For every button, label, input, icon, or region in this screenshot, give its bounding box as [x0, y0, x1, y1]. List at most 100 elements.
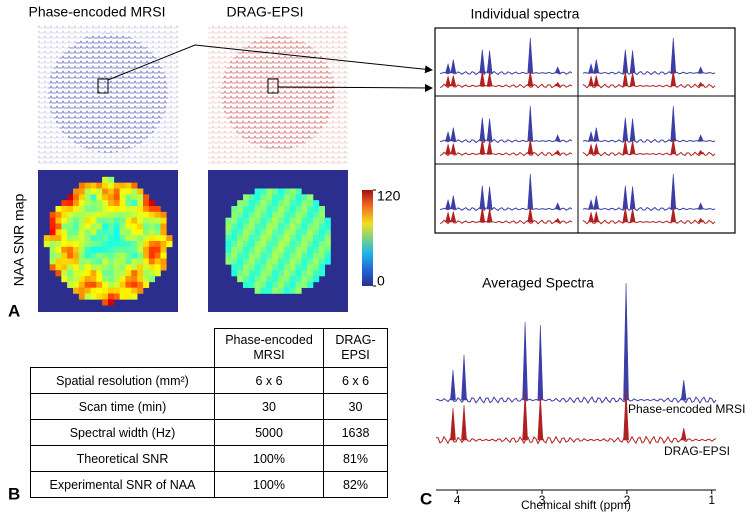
- snr-pixel: [160, 241, 167, 248]
- snr-pixel: [318, 229, 325, 236]
- snr-pixel: [313, 223, 320, 230]
- snr-pixel: [84, 235, 91, 242]
- snr-pixel: [73, 229, 80, 236]
- snr-pixel: [90, 246, 97, 253]
- snr-pixel: [131, 270, 138, 277]
- snr-pixel: [113, 270, 120, 277]
- spectrum-peak: [588, 143, 594, 155]
- panel-title: Averaged Spectra: [482, 275, 594, 291]
- snr-pixel: [283, 287, 290, 294]
- snr-pixel: [143, 194, 150, 201]
- snr-pixel: [137, 252, 144, 259]
- snr-pixel: [73, 217, 80, 224]
- snr-pixel: [102, 235, 109, 242]
- snr-pixel: [125, 252, 132, 259]
- snr-pixel: [67, 229, 74, 236]
- snr-pixel: [102, 276, 109, 283]
- snr-pixel: [324, 252, 331, 259]
- snr-pixel: [78, 258, 85, 265]
- snr-pixel: [102, 206, 109, 213]
- snr-pixel: [96, 188, 103, 195]
- snr-pixel: [131, 217, 138, 224]
- snr-pixel: [143, 241, 150, 248]
- snr-pixel: [84, 241, 91, 248]
- snr-pixel: [67, 246, 74, 253]
- snr-pixel: [248, 276, 255, 283]
- snr-pixel: [301, 206, 308, 213]
- snr-pixel: [119, 252, 126, 259]
- snr-pixel: [260, 287, 267, 294]
- snr-pixel: [295, 188, 302, 195]
- spectrum-peak: [623, 389, 629, 441]
- snr-pixel: [125, 211, 132, 218]
- snr-pixel: [278, 241, 285, 248]
- spectrum-peak: [588, 198, 594, 210]
- snr-pixel: [301, 235, 308, 242]
- snr-pixel: [266, 206, 273, 213]
- snr-pixel: [278, 200, 285, 207]
- snr-pixel: [318, 258, 325, 265]
- snr-pixel: [154, 206, 161, 213]
- snr-pixel: [102, 223, 109, 230]
- snr-pixel: [131, 188, 138, 195]
- spectrum-peak: [450, 211, 457, 223]
- snr-pixel: [278, 217, 285, 224]
- snr-pixel: [96, 264, 103, 271]
- snr-pixel: [78, 217, 85, 224]
- snr-pixel: [248, 223, 255, 230]
- column-header: DRAG-EPSI: [323, 328, 388, 368]
- snr-pixel: [143, 252, 150, 259]
- pointer-line: [107, 44, 433, 81]
- snr-pixel: [295, 281, 302, 288]
- snr-pixel: [73, 235, 80, 242]
- spectrum-peak: [588, 130, 594, 142]
- snr-pixel: [248, 258, 255, 265]
- snr-pixel: [78, 182, 85, 189]
- snr-pixel: [137, 229, 144, 236]
- snr-pixel: [324, 246, 331, 253]
- snr-pixel: [108, 299, 115, 306]
- snr-pixel: [137, 211, 144, 218]
- snr-pixel: [313, 270, 320, 277]
- snr-pixel: [272, 194, 279, 201]
- snr-pixel: [90, 287, 97, 294]
- snr-pixel: [137, 287, 144, 294]
- snr-pixel: [272, 188, 279, 195]
- snr-pixel: [225, 241, 232, 248]
- snr-pixel: [243, 241, 250, 248]
- snr-pixel: [301, 270, 308, 277]
- snr-pixel: [266, 188, 273, 195]
- snr-pixel: [78, 287, 85, 294]
- snr-pixel: [248, 206, 255, 213]
- spectrum-peak: [527, 206, 534, 223]
- snr-pixel: [96, 258, 103, 265]
- snr-pixel: [272, 217, 279, 224]
- snr-pixel: [113, 200, 120, 207]
- snr-pixel: [248, 235, 255, 242]
- series-label: DRAG-EPSI: [664, 444, 730, 458]
- snr-pixel: [254, 188, 261, 195]
- snr-pixel: [254, 211, 261, 218]
- snr-pixel: [125, 182, 132, 189]
- snr-pixel: [237, 223, 244, 230]
- snr-pixel: [113, 235, 120, 242]
- snr-pixel: [137, 258, 144, 265]
- snr-pixel: [84, 200, 91, 207]
- snr-pixel: [61, 270, 68, 277]
- snr-pixel: [43, 235, 50, 242]
- snr-pixel: [243, 223, 250, 230]
- snr-pixel: [108, 252, 115, 259]
- snr-pixel: [148, 264, 155, 271]
- snr-pixel: [289, 235, 296, 242]
- snr-pixel: [108, 258, 115, 265]
- spectrum-peak: [486, 72, 493, 87]
- snr-pixel: [307, 200, 314, 207]
- snr-pixel: [289, 252, 296, 259]
- snr-pixel: [90, 276, 97, 283]
- snr-pixel: [237, 258, 244, 265]
- snr-pixel: [283, 217, 290, 224]
- snr-pixel: [96, 270, 103, 277]
- spectrum-peak: [486, 186, 493, 210]
- snr-pixel: [295, 229, 302, 236]
- snr-pixel: [295, 241, 302, 248]
